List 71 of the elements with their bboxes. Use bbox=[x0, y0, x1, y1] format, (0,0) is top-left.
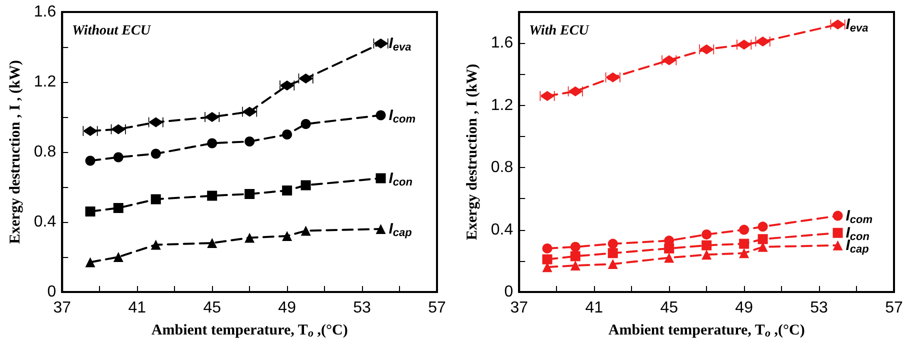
point bbox=[376, 224, 386, 234]
y-tick-label: 1.6 bbox=[490, 34, 514, 52]
point bbox=[207, 138, 218, 148]
x-tick-label: 37 bbox=[53, 300, 72, 316]
y-tick-label: 1.6 bbox=[34, 4, 56, 20]
point bbox=[244, 232, 255, 243]
point bbox=[832, 210, 843, 221]
point bbox=[150, 194, 161, 204]
x-tick-label: 37 bbox=[510, 300, 528, 316]
point bbox=[300, 226, 311, 236]
point bbox=[282, 231, 292, 241]
point bbox=[542, 243, 552, 254]
point bbox=[570, 251, 580, 262]
x-tick-label: 45 bbox=[660, 300, 678, 316]
x-tick-label: 49 bbox=[735, 300, 754, 316]
y-tick-label: 0 bbox=[47, 284, 56, 300]
point bbox=[542, 254, 552, 264]
y-axis-title: Exergy destruction , I , (kW) bbox=[8, 60, 24, 244]
point bbox=[739, 224, 750, 235]
x-tick-label: 41 bbox=[585, 300, 604, 316]
y-tick-label: 1.2 bbox=[34, 74, 56, 90]
x-tick-label: 53 bbox=[353, 300, 372, 316]
point bbox=[113, 252, 124, 262]
point bbox=[113, 152, 124, 162]
y-tick-label: 0.8 bbox=[34, 144, 56, 160]
x-tick-label: 57 bbox=[428, 300, 446, 316]
point bbox=[150, 148, 161, 159]
point bbox=[282, 186, 292, 196]
point bbox=[376, 173, 386, 184]
point bbox=[758, 222, 768, 232]
point bbox=[664, 252, 674, 263]
y-tick-label: 1.2 bbox=[490, 96, 514, 114]
point bbox=[702, 250, 712, 260]
point bbox=[207, 190, 218, 201]
point bbox=[376, 110, 386, 120]
y-tick-label: 0.4 bbox=[34, 214, 56, 230]
point bbox=[207, 238, 218, 248]
point bbox=[300, 119, 311, 129]
point bbox=[739, 248, 750, 258]
point bbox=[664, 243, 674, 254]
point bbox=[702, 229, 712, 240]
point bbox=[739, 238, 750, 249]
y-tick-label: 0 bbox=[504, 284, 514, 300]
point bbox=[608, 248, 618, 258]
point bbox=[300, 180, 311, 190]
y-axis-title: Exergy destruction , I (kW) bbox=[464, 64, 480, 240]
point bbox=[150, 240, 161, 250]
x-tick-label: 57 bbox=[885, 300, 903, 316]
annotation: With ECU bbox=[529, 24, 590, 38]
point bbox=[244, 136, 255, 146]
point bbox=[570, 242, 580, 252]
point bbox=[702, 240, 712, 250]
point bbox=[608, 238, 618, 249]
point bbox=[570, 260, 580, 271]
point bbox=[85, 257, 96, 268]
x-tick-label: 45 bbox=[203, 300, 222, 316]
x-tick-label: 41 bbox=[128, 300, 146, 316]
annotation: Without ECU bbox=[72, 24, 152, 38]
x-tick-label: 53 bbox=[810, 300, 828, 316]
x-tick-label: 49 bbox=[278, 300, 296, 316]
point bbox=[85, 156, 96, 166]
point bbox=[832, 228, 843, 238]
point bbox=[608, 259, 618, 269]
point bbox=[282, 130, 292, 140]
point bbox=[758, 234, 768, 244]
y-tick-label: 0.8 bbox=[490, 159, 514, 176]
point bbox=[113, 203, 124, 213]
point bbox=[832, 240, 843, 250]
point bbox=[85, 206, 96, 216]
point bbox=[244, 189, 255, 199]
y-tick-label: 0.4 bbox=[490, 221, 514, 238]
